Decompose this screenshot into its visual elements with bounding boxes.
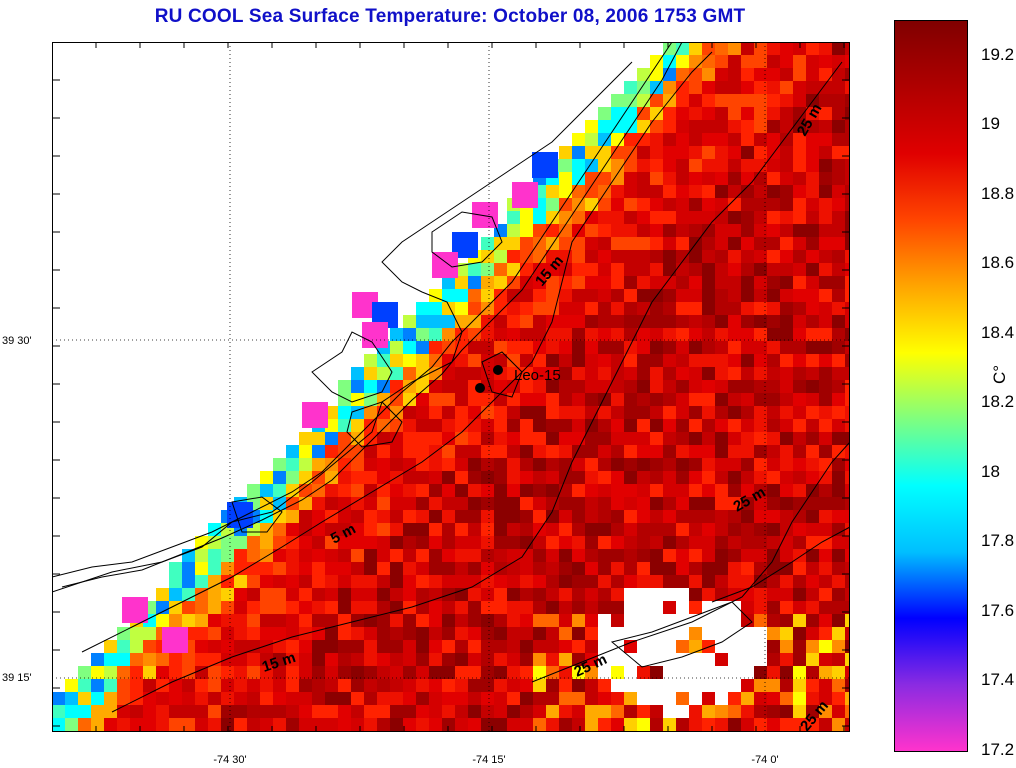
station-label: Leo-15 (514, 367, 561, 384)
page-title: RU COOL Sea Surface Temperature: October… (154, 6, 746, 27)
lon-label: -74 0' (751, 754, 779, 766)
sst-pixel-layer (52, 42, 850, 732)
station-marker-1 (475, 383, 485, 393)
station-marker-2 (493, 365, 503, 375)
colorbar-tick-label: 17.6 (981, 600, 1015, 620)
grid-lines (52, 42, 850, 732)
coastline-layer (52, 42, 850, 713)
colorbar-tick-label: 18.8 (981, 183, 1015, 203)
colorbar-tick-label: 19 (981, 114, 1000, 134)
colorbar (894, 20, 968, 752)
colorbar-tick-label: 18.4 (981, 322, 1015, 342)
colorbar-tick-label: 18.2 (981, 392, 1015, 412)
lat-label: 39 15' (2, 672, 32, 684)
colorbar-tick-label: 17.8 (981, 531, 1015, 551)
colorbar-tick-label: 17.4 (981, 670, 1015, 690)
lon-label: -74 15' (472, 754, 506, 766)
lon-label: -74 30' (213, 754, 247, 766)
colorbar-tick-label: 17.2 (981, 740, 1015, 759)
colorbar-tick-label: 18.6 (981, 253, 1015, 273)
colorbar-tick-label: 18 (981, 461, 1000, 481)
sst-map[interactable]: Leo-15 5 m 15 m 15 m 25 m 25 m 25 m 25 m (52, 42, 850, 732)
colorbar-unit: C° (990, 364, 1009, 384)
colorbar-tick-label: 19.2 (981, 44, 1015, 64)
lat-label: 39 30' (2, 335, 32, 347)
